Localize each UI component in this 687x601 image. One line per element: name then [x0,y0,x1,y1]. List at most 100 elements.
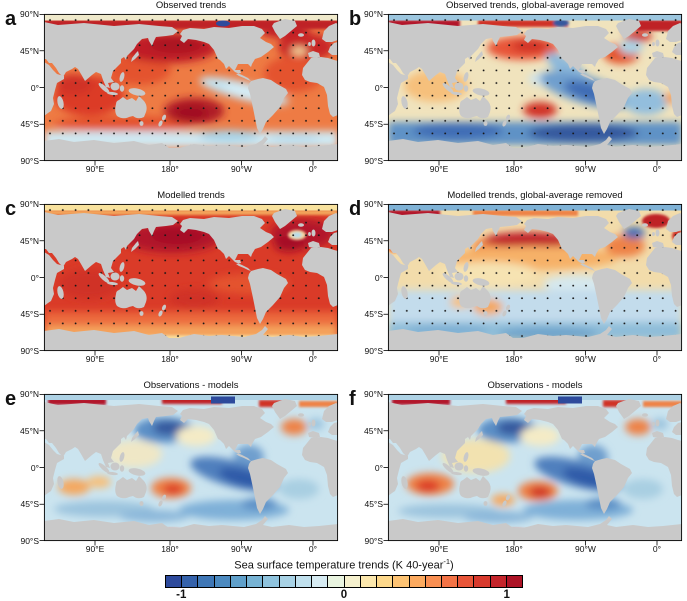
panel-d: Modelled trends, global-average removed … [344,190,687,380]
x-tick-label: 0° [652,544,662,554]
y-tick-label: 0° [30,272,39,283]
colorbar-segment [278,575,296,588]
x-tick-label: 180° [505,164,523,174]
colorbar-segment [473,575,491,588]
colorbar-segment [229,575,248,588]
x-tick-label: 90°E [85,544,105,554]
y-tick-label: 0° [374,82,383,93]
x-tick-label: 0° [308,164,318,174]
map-observed-trends [39,13,339,166]
panel-title: Modelled trends [157,190,225,201]
panel-letter: b [349,8,362,30]
panel-title: Observed trends, global-average removed [446,0,624,11]
x-tick-label: 90°W [575,544,596,554]
y-tick-label: 45°S [364,499,383,510]
panel-title: Observed trends [155,0,227,11]
y-tick-label: 0° [30,82,39,93]
colorbar-segment [246,575,264,588]
y-tick-label: 90°N [20,199,39,209]
y-tick-label: 90°S [364,156,383,166]
panel-title: Observations - models [487,380,583,391]
panel-c: Modelled trends c [0,190,343,380]
colorbar-tick-label: 1 [503,589,510,601]
y-tick-label: 45°N [364,45,383,56]
y-tick-label: 90°S [20,156,39,166]
panel-b: Observed trends, global-average removed … [344,0,687,190]
y-tick-label: 45°N [20,235,39,246]
y-tick-label: 45°N [20,45,39,56]
panel-title: Modelled trends, global-average removed [447,190,623,201]
x-tick-label: 90°W [231,544,252,554]
x-tick-label: 90°W [231,354,252,364]
x-tick-label: 90°E [85,354,105,364]
x-tick-label: 90°E [429,544,449,554]
panel-letter: c [5,198,17,220]
colorbar-segment [165,575,183,588]
y-tick-label: 90°S [364,346,383,356]
x-tick-label: 180° [161,544,179,554]
y-tick-label: 90°N [20,9,39,19]
map-modelled-trends [39,203,339,356]
colorbar-segment [197,575,215,588]
panel-e: Observations - models e [0,380,343,570]
colorbar-segment [294,575,313,588]
y-tick-label: 0° [374,272,383,283]
colorbar-segment [327,575,345,588]
panel-f: Observations - models f [344,380,687,570]
panel-letter: e [5,388,17,410]
y-tick-label: 90°S [20,536,39,546]
colorbar-title-close: ) [450,559,454,572]
x-tick-label: 180° [505,354,523,364]
x-tick-label: 90°E [429,354,449,364]
x-tick-label: 0° [308,544,318,554]
panel-a: Observed trends a [0,0,343,190]
panel-letter: d [349,198,362,220]
y-tick-label: 45°S [20,119,39,130]
colorbar-segment [311,575,329,588]
y-tick-label: 90°S [20,346,39,356]
x-tick-label: 180° [161,354,179,364]
panel-title: Observations - models [143,380,239,391]
x-tick-label: 90°W [575,354,596,364]
colorbar-segment [376,575,394,588]
x-tick-label: 0° [308,354,318,364]
colorbar-segment [505,575,524,588]
y-tick-label: 90°N [364,199,383,209]
map-observed-trends-global-average-removed [383,13,683,166]
map-observations-minus-models-global-average-removed [383,393,683,546]
colorbar-title: Sea surface temperature trends (K 40-yea… [105,557,583,572]
colorbar-bar [165,575,524,588]
colorbar-tick-label: 0 [340,589,348,601]
map-modelled-trends-global-average-removed [383,203,683,356]
y-tick-label: 45°S [20,499,39,510]
y-tick-label: 90°N [364,9,383,19]
colorbar-segment [457,575,475,588]
x-tick-label: 0° [652,354,662,364]
y-tick-label: 0° [374,462,383,473]
colorbar-title-text: Sea surface temperature trends (K 40-yea… [234,559,444,572]
colorbar-segment [424,575,442,588]
x-tick-label: 180° [505,544,523,554]
x-tick-label: 180° [161,164,179,174]
y-tick-label: 45°S [364,309,383,320]
colorbar-segment [343,575,361,588]
y-tick-label: 45°N [364,425,383,436]
map-observations-minus-models [39,393,339,546]
colorbar-segment [262,575,280,588]
y-tick-label: 45°S [364,119,383,130]
colorbar-title-superscript: -1 [443,557,451,566]
x-tick-label: 0° [652,164,662,174]
colorbar-segment [213,575,231,588]
colorbar-segment [408,575,426,588]
y-tick-label: 90°S [364,536,383,546]
y-tick-label: 45°S [20,309,39,320]
y-tick-label: 90°N [20,389,39,399]
colorbar-segment [181,575,199,588]
colorbar-segment [392,575,410,588]
y-tick-label: 0° [30,462,39,473]
panel-letter: f [349,388,356,410]
x-tick-label: 90°E [429,164,449,174]
y-tick-label: 45°N [20,425,39,436]
y-tick-label: 45°N [364,235,383,246]
colorbar-segment [489,575,507,588]
